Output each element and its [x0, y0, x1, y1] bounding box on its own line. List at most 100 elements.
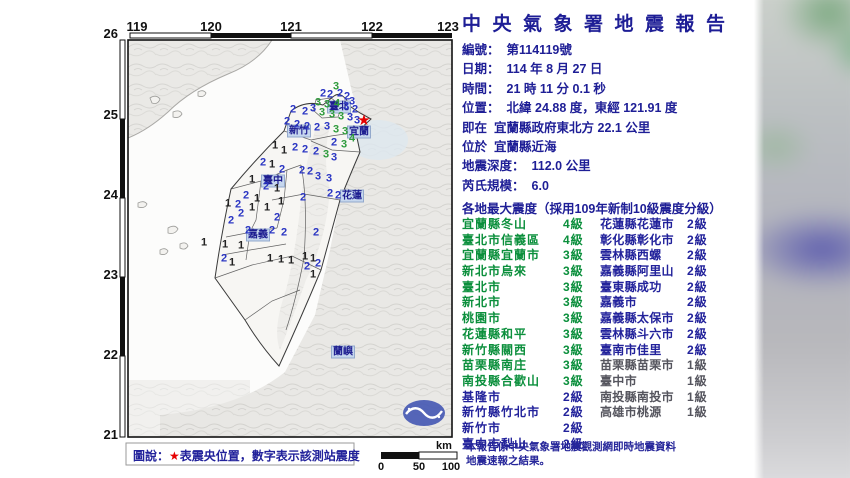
intensity-row: 苗栗縣苗栗市 1級: [600, 358, 725, 374]
station-marker: 3: [322, 148, 330, 161]
station-marker: 1: [263, 201, 271, 214]
intensity-row: 花蓮縣和平 3級: [462, 327, 600, 343]
station-marker: 3: [314, 170, 322, 183]
station-level: 2級: [563, 389, 584, 404]
station-level: 3級: [563, 373, 584, 388]
station-level: 3級: [563, 264, 584, 279]
station-marker: 3: [332, 80, 340, 93]
station-marker: 2: [298, 164, 306, 177]
station-level: 2級: [687, 295, 708, 310]
report-fields: 編號： 第114119號 日期： 114 年 8 月 27 日時間： 21 時 11 分…: [462, 41, 762, 196]
station-level: 4級: [563, 232, 584, 247]
intensity-row: 基隆市 2級: [462, 390, 600, 406]
station-level: 3級: [563, 248, 584, 263]
city-label-花蓮: 花蓮: [340, 189, 364, 203]
intensity-row: 宜蘭縣宜蘭市 3級: [462, 248, 600, 264]
intensity-row: 臺南市佳里 2級: [600, 343, 725, 359]
tv-blur-band: [754, 0, 850, 478]
lat-tick-25: 25: [103, 107, 118, 122]
station-level: 3級: [563, 279, 584, 294]
station-name: 南投縣合歡山: [462, 373, 541, 388]
lon-tick-120: 120: [200, 19, 222, 34]
station-marker: 4: [333, 97, 341, 110]
station-marker: 4: [348, 132, 356, 145]
page-title: 中央氣象署地震報告: [462, 14, 737, 35]
station-marker: 2: [299, 191, 307, 204]
station-name: 高雄市桃源: [600, 405, 662, 420]
map-frame: [127, 39, 453, 438]
station-name: 花蓮縣花蓮市: [600, 217, 674, 231]
station-marker: 3: [314, 96, 322, 109]
legend-text: 表震央位置，數字表示該測站震度: [179, 449, 360, 463]
station-marker: 1: [200, 236, 208, 249]
county-borders: [214, 97, 361, 331]
intensity-row: 高雄市桃源 1級: [600, 405, 725, 421]
station-marker: 3: [348, 95, 356, 108]
report-field: 位於 宜蘭縣近海: [462, 138, 762, 157]
station-level: 2級: [687, 279, 708, 294]
field-label: 日期：: [462, 62, 500, 77]
station-marker: 3: [325, 172, 333, 185]
station-marker: 3: [309, 102, 317, 115]
station-marker: 2: [301, 143, 309, 156]
intensity-row: 宜蘭縣冬山 4級: [462, 217, 600, 233]
station-marker: 2: [301, 105, 309, 118]
station-marker: 2: [280, 226, 288, 239]
intensity-heading: 各地最大震度（採用109年新制10級震度分級）: [462, 202, 722, 216]
station-marker: 2: [306, 165, 314, 178]
station-name: 宜蘭縣宜蘭市: [462, 248, 541, 263]
station-name: 嘉義縣阿里山: [600, 264, 674, 279]
station-marker: 2: [313, 121, 321, 134]
station-level: 4級: [563, 217, 584, 231]
station-marker: 1: [253, 192, 261, 205]
station-marker: 2: [244, 224, 252, 237]
lon-tick-119: 119: [126, 19, 148, 34]
station-level: 2級: [687, 311, 708, 326]
station-marker: 1: [309, 268, 317, 281]
station-name: 新北市烏來: [462, 264, 528, 279]
station-marker: 3: [342, 100, 350, 113]
station-marker: 2: [334, 189, 342, 202]
station-level: 2級: [687, 342, 708, 357]
station-marker: 1: [228, 256, 236, 269]
intensity-row: 南投縣南投市 1級: [600, 390, 725, 406]
station-marker: 1: [280, 144, 288, 157]
cwa-logo: [403, 400, 445, 426]
station-marker: 2: [303, 120, 311, 133]
station-name: 苗栗縣苗栗市: [600, 358, 674, 373]
station-name: 嘉義縣太保市: [600, 311, 674, 326]
station-marker: 1: [287, 254, 295, 267]
station-marker: 1: [277, 253, 285, 266]
intensity-row: 雲林縣西螺 2級: [600, 248, 725, 264]
station-name: 桃園市: [462, 311, 502, 326]
intensity-row: 臺東縣成功 2級: [600, 280, 725, 296]
report-field: 位置： 北緯 24.88 度，東經 121.91 度: [462, 99, 762, 118]
station-level: 2級: [563, 436, 584, 451]
map-legend: 圖說：★表震央位置，數字表示該測站震度: [133, 447, 360, 464]
scale-label-100: 100: [441, 461, 461, 473]
station-marker: 2: [268, 224, 276, 237]
station-marker: 1: [248, 201, 256, 214]
scale-unit: km: [436, 440, 452, 452]
lat-tick-23: 23: [103, 267, 118, 282]
station-name: 雲林縣西螺: [600, 248, 662, 263]
station-marker: 2: [343, 90, 351, 103]
station-level: 2級: [687, 217, 708, 231]
station-level: 3級: [563, 295, 584, 310]
report-field: 編號： 第114119號: [462, 41, 762, 60]
lat-tick-22: 22: [103, 347, 118, 362]
scale-label-0: 0: [377, 461, 385, 473]
intensity-row: 臺北市信義區 4級: [462, 233, 600, 249]
intensity-row: 嘉義縣阿里山 2級: [600, 264, 725, 280]
station-marker: 1: [237, 239, 245, 252]
station-marker: 2: [234, 198, 242, 211]
station-level: 1級: [687, 358, 708, 373]
station-name: 臺北市: [462, 279, 502, 294]
field-label: 時間：: [462, 81, 500, 96]
station-marker: 3: [332, 123, 340, 136]
field-value: 112.0 公里: [531, 159, 591, 174]
station-name: 彰化縣彰化市: [600, 232, 674, 247]
station-marker: 3: [330, 151, 338, 164]
report-field: 地震深度： 112.0 公里: [462, 157, 762, 176]
